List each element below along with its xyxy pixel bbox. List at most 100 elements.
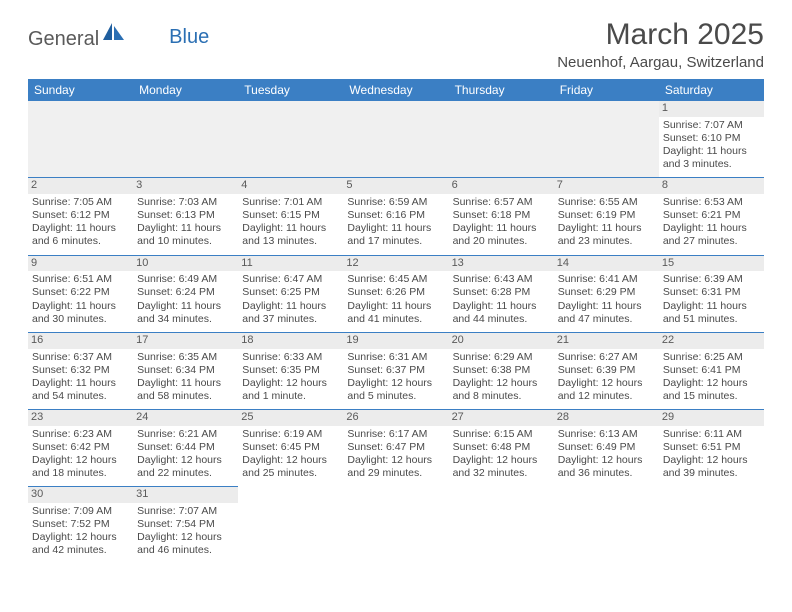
day-number: 17 <box>133 333 238 349</box>
day-header: Sunday <box>28 79 133 101</box>
calendar-row: 30Sunrise: 7:09 AMSunset: 7:52 PMDayligh… <box>28 487 764 564</box>
daylight-text: Daylight: 12 hours <box>242 454 339 467</box>
sunset-text: Sunset: 6:16 PM <box>347 209 444 222</box>
day-number: 8 <box>659 178 764 194</box>
calendar-cell: 11Sunrise: 6:47 AMSunset: 6:25 PMDayligh… <box>238 255 343 332</box>
sunset-text: Sunset: 6:34 PM <box>137 364 234 377</box>
daylight-text: Daylight: 11 hours <box>663 222 760 235</box>
calendar-cell-empty <box>449 487 554 564</box>
calendar-body: 1Sunrise: 7:07 AMSunset: 6:10 PMDaylight… <box>28 101 764 564</box>
calendar-cell: 9Sunrise: 6:51 AMSunset: 6:22 PMDaylight… <box>28 255 133 332</box>
sunset-text: Sunset: 6:24 PM <box>137 286 234 299</box>
day-header-row: SundayMondayTuesdayWednesdayThursdayFrid… <box>28 79 764 101</box>
daylight-text: Daylight: 11 hours <box>453 300 550 313</box>
calendar-cell: 13Sunrise: 6:43 AMSunset: 6:28 PMDayligh… <box>449 255 554 332</box>
sunrise-text: Sunrise: 6:19 AM <box>242 428 339 441</box>
daylight-text: and 22 minutes. <box>137 467 234 480</box>
daylight-text: and 27 minutes. <box>663 235 760 248</box>
sunset-text: Sunset: 7:54 PM <box>137 518 234 531</box>
daylight-text: Daylight: 11 hours <box>663 300 760 313</box>
sunset-text: Sunset: 6:47 PM <box>347 441 444 454</box>
calendar-cell: 31Sunrise: 7:07 AMSunset: 7:54 PMDayligh… <box>133 487 238 564</box>
daylight-text: and 39 minutes. <box>663 467 760 480</box>
calendar-cell-empty <box>449 101 554 178</box>
calendar-cell-empty <box>238 101 343 178</box>
daylight-text: and 44 minutes. <box>453 313 550 326</box>
sunrise-text: Sunrise: 6:41 AM <box>558 273 655 286</box>
sail-icon <box>103 23 125 47</box>
daylight-text: Daylight: 12 hours <box>32 531 129 544</box>
sunrise-text: Sunrise: 6:31 AM <box>347 351 444 364</box>
day-number: 6 <box>449 178 554 194</box>
sunrise-text: Sunrise: 7:07 AM <box>137 505 234 518</box>
logo: General Blue <box>28 28 209 51</box>
sunset-text: Sunset: 6:12 PM <box>32 209 129 222</box>
daylight-text: Daylight: 12 hours <box>663 377 760 390</box>
sunset-text: Sunset: 6:41 PM <box>663 364 760 377</box>
calendar-cell: 12Sunrise: 6:45 AMSunset: 6:26 PMDayligh… <box>343 255 448 332</box>
daylight-text: Daylight: 11 hours <box>242 222 339 235</box>
daylight-text: Daylight: 12 hours <box>347 377 444 390</box>
day-number: 28 <box>554 410 659 426</box>
daylight-text: Daylight: 12 hours <box>453 377 550 390</box>
sunrise-text: Sunrise: 6:55 AM <box>558 196 655 209</box>
sunset-text: Sunset: 6:26 PM <box>347 286 444 299</box>
daylight-text: and 5 minutes. <box>347 390 444 403</box>
daylight-text: and 36 minutes. <box>558 467 655 480</box>
day-number: 1 <box>659 101 764 117</box>
daylight-text: and 42 minutes. <box>32 544 129 557</box>
sunrise-text: Sunrise: 6:11 AM <box>663 428 760 441</box>
calendar-cell: 21Sunrise: 6:27 AMSunset: 6:39 PMDayligh… <box>554 332 659 409</box>
day-number: 19 <box>343 333 448 349</box>
sunrise-text: Sunrise: 7:07 AM <box>663 119 760 132</box>
daylight-text: Daylight: 12 hours <box>453 454 550 467</box>
day-number: 2 <box>28 178 133 194</box>
day-number: 7 <box>554 178 659 194</box>
daylight-text: and 17 minutes. <box>347 235 444 248</box>
sunset-text: Sunset: 6:48 PM <box>453 441 550 454</box>
daylight-text: Daylight: 12 hours <box>663 454 760 467</box>
calendar-cell-empty <box>133 101 238 178</box>
calendar-cell: 8Sunrise: 6:53 AMSunset: 6:21 PMDaylight… <box>659 178 764 255</box>
calendar-cell: 15Sunrise: 6:39 AMSunset: 6:31 PMDayligh… <box>659 255 764 332</box>
sunrise-text: Sunrise: 6:27 AM <box>558 351 655 364</box>
calendar-cell: 1Sunrise: 7:07 AMSunset: 6:10 PMDaylight… <box>659 101 764 178</box>
calendar-table: SundayMondayTuesdayWednesdayThursdayFrid… <box>28 79 764 564</box>
sunset-text: Sunset: 6:21 PM <box>663 209 760 222</box>
logo-text-general: General <box>28 28 99 51</box>
daylight-text: and 8 minutes. <box>453 390 550 403</box>
daylight-text: and 23 minutes. <box>558 235 655 248</box>
logo-text-blue: Blue <box>169 26 209 49</box>
day-number: 9 <box>28 256 133 272</box>
calendar-cell-empty <box>554 101 659 178</box>
calendar-cell-empty <box>238 487 343 564</box>
day-number: 14 <box>554 256 659 272</box>
day-number: 27 <box>449 410 554 426</box>
daylight-text: Daylight: 11 hours <box>242 300 339 313</box>
calendar-cell: 29Sunrise: 6:11 AMSunset: 6:51 PMDayligh… <box>659 410 764 487</box>
calendar-cell: 3Sunrise: 7:03 AMSunset: 6:13 PMDaylight… <box>133 178 238 255</box>
daylight-text: Daylight: 12 hours <box>242 377 339 390</box>
daylight-text: Daylight: 12 hours <box>32 454 129 467</box>
day-number: 12 <box>343 256 448 272</box>
sunset-text: Sunset: 6:42 PM <box>32 441 129 454</box>
calendar-cell: 30Sunrise: 7:09 AMSunset: 7:52 PMDayligh… <box>28 487 133 564</box>
calendar-row: 16Sunrise: 6:37 AMSunset: 6:32 PMDayligh… <box>28 332 764 409</box>
calendar-cell: 22Sunrise: 6:25 AMSunset: 6:41 PMDayligh… <box>659 332 764 409</box>
daylight-text: and 51 minutes. <box>663 313 760 326</box>
page-subtitle: Neuenhof, Aargau, Switzerland <box>557 54 764 71</box>
daylight-text: and 41 minutes. <box>347 313 444 326</box>
sunrise-text: Sunrise: 6:23 AM <box>32 428 129 441</box>
day-header: Monday <box>133 79 238 101</box>
daylight-text: and 18 minutes. <box>32 467 129 480</box>
calendar-row: 2Sunrise: 7:05 AMSunset: 6:12 PMDaylight… <box>28 178 764 255</box>
daylight-text: and 29 minutes. <box>347 467 444 480</box>
sunset-text: Sunset: 6:51 PM <box>663 441 760 454</box>
sunrise-text: Sunrise: 6:59 AM <box>347 196 444 209</box>
sunrise-text: Sunrise: 6:17 AM <box>347 428 444 441</box>
sunset-text: Sunset: 7:52 PM <box>32 518 129 531</box>
calendar-cell-empty <box>343 101 448 178</box>
daylight-text: and 13 minutes. <box>242 235 339 248</box>
daylight-text: Daylight: 11 hours <box>137 222 234 235</box>
calendar-cell: 27Sunrise: 6:15 AMSunset: 6:48 PMDayligh… <box>449 410 554 487</box>
